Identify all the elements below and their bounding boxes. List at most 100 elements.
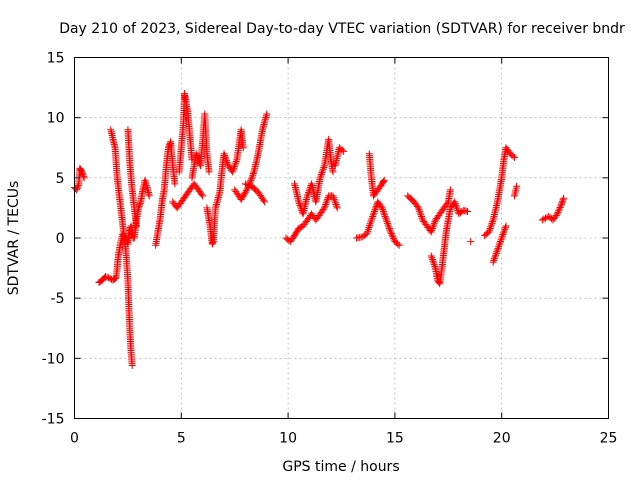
data-point [330, 194, 338, 202]
data-point [385, 225, 393, 233]
data-point [231, 161, 239, 169]
x-tick-label: 10 [279, 431, 297, 447]
data-point [383, 218, 391, 226]
axis-ticks [74, 57, 609, 419]
data-point [389, 233, 397, 241]
data-point [239, 193, 247, 201]
data-point [538, 216, 546, 224]
data-point [430, 219, 438, 227]
data-point [331, 199, 339, 207]
data-point [428, 226, 436, 234]
data-point [379, 207, 387, 215]
data-point [430, 221, 438, 229]
data-point [318, 169, 326, 177]
data-point [370, 209, 378, 217]
data-point [369, 211, 377, 219]
data-point [220, 150, 228, 158]
data-point [380, 176, 388, 184]
data-point [556, 204, 564, 212]
x-tick-label: 0 [70, 431, 79, 447]
data-point [379, 206, 387, 214]
data-point [499, 231, 507, 239]
data-point [323, 197, 331, 205]
data-point [490, 255, 498, 263]
data-point [381, 213, 389, 221]
data-point [417, 213, 425, 221]
data-point [293, 227, 301, 235]
data-point [332, 200, 340, 208]
data-point [415, 206, 423, 214]
data-point [74, 181, 82, 189]
y-tick-label: -15 [42, 412, 65, 428]
data-point [238, 194, 246, 202]
data-point [498, 234, 506, 242]
data-point [142, 178, 150, 186]
data-point [500, 227, 508, 235]
data-point [377, 202, 385, 210]
data-point [513, 182, 521, 190]
data-point [416, 207, 424, 215]
data-point [230, 163, 238, 171]
data-point [427, 252, 435, 260]
data-point [495, 243, 503, 251]
data-point [237, 195, 245, 203]
data-point [322, 199, 330, 207]
grid-lines [74, 57, 609, 419]
data-point [541, 214, 549, 222]
y-tick-label: 15 [47, 51, 65, 67]
data-point [105, 274, 113, 282]
data-point [560, 194, 568, 202]
data-point [249, 170, 257, 178]
data-point [239, 144, 247, 152]
data-point [382, 216, 390, 224]
data-point [500, 229, 508, 237]
data-point [321, 202, 329, 210]
data-point [367, 218, 375, 226]
data-point [333, 202, 341, 210]
data-point [371, 206, 379, 214]
data-point [136, 199, 144, 207]
x-tick-label: 15 [386, 431, 404, 447]
data-point [303, 192, 311, 200]
data-point [128, 362, 136, 370]
data-point [241, 188, 249, 196]
data-point [366, 220, 374, 228]
data-point [232, 159, 240, 167]
data-point [367, 216, 375, 224]
data-point [372, 204, 380, 212]
data-point [329, 192, 337, 200]
data-point [291, 232, 299, 240]
data-point [488, 219, 496, 227]
data-point [558, 200, 566, 208]
data-point [496, 237, 504, 245]
data-point [497, 236, 505, 244]
data-point [291, 230, 299, 238]
data-point [74, 183, 82, 191]
data-point [487, 223, 495, 231]
data-point [136, 201, 144, 209]
data-point [382, 214, 390, 222]
data-point [553, 210, 561, 218]
data-point [198, 190, 206, 198]
data-point [493, 246, 501, 254]
data-point [370, 207, 378, 215]
data-point [320, 204, 328, 212]
data-point [429, 257, 437, 265]
data-point [229, 168, 237, 176]
data-point [501, 224, 509, 232]
data-point [555, 205, 563, 213]
data-point [394, 240, 402, 248]
data-points [71, 90, 568, 370]
data-point [492, 251, 500, 259]
y-tick-labels: -15 -10 -5 0 5 10 15 [42, 51, 65, 428]
data-point [418, 214, 426, 222]
data-point [221, 153, 229, 161]
x-axis-label: GPS time / hours [282, 459, 399, 475]
data-point [453, 203, 461, 211]
data-point [261, 198, 269, 206]
data-point [384, 219, 392, 227]
data-point [145, 192, 153, 200]
data-point [487, 221, 495, 229]
data-point [247, 175, 255, 183]
data-point [511, 153, 519, 161]
